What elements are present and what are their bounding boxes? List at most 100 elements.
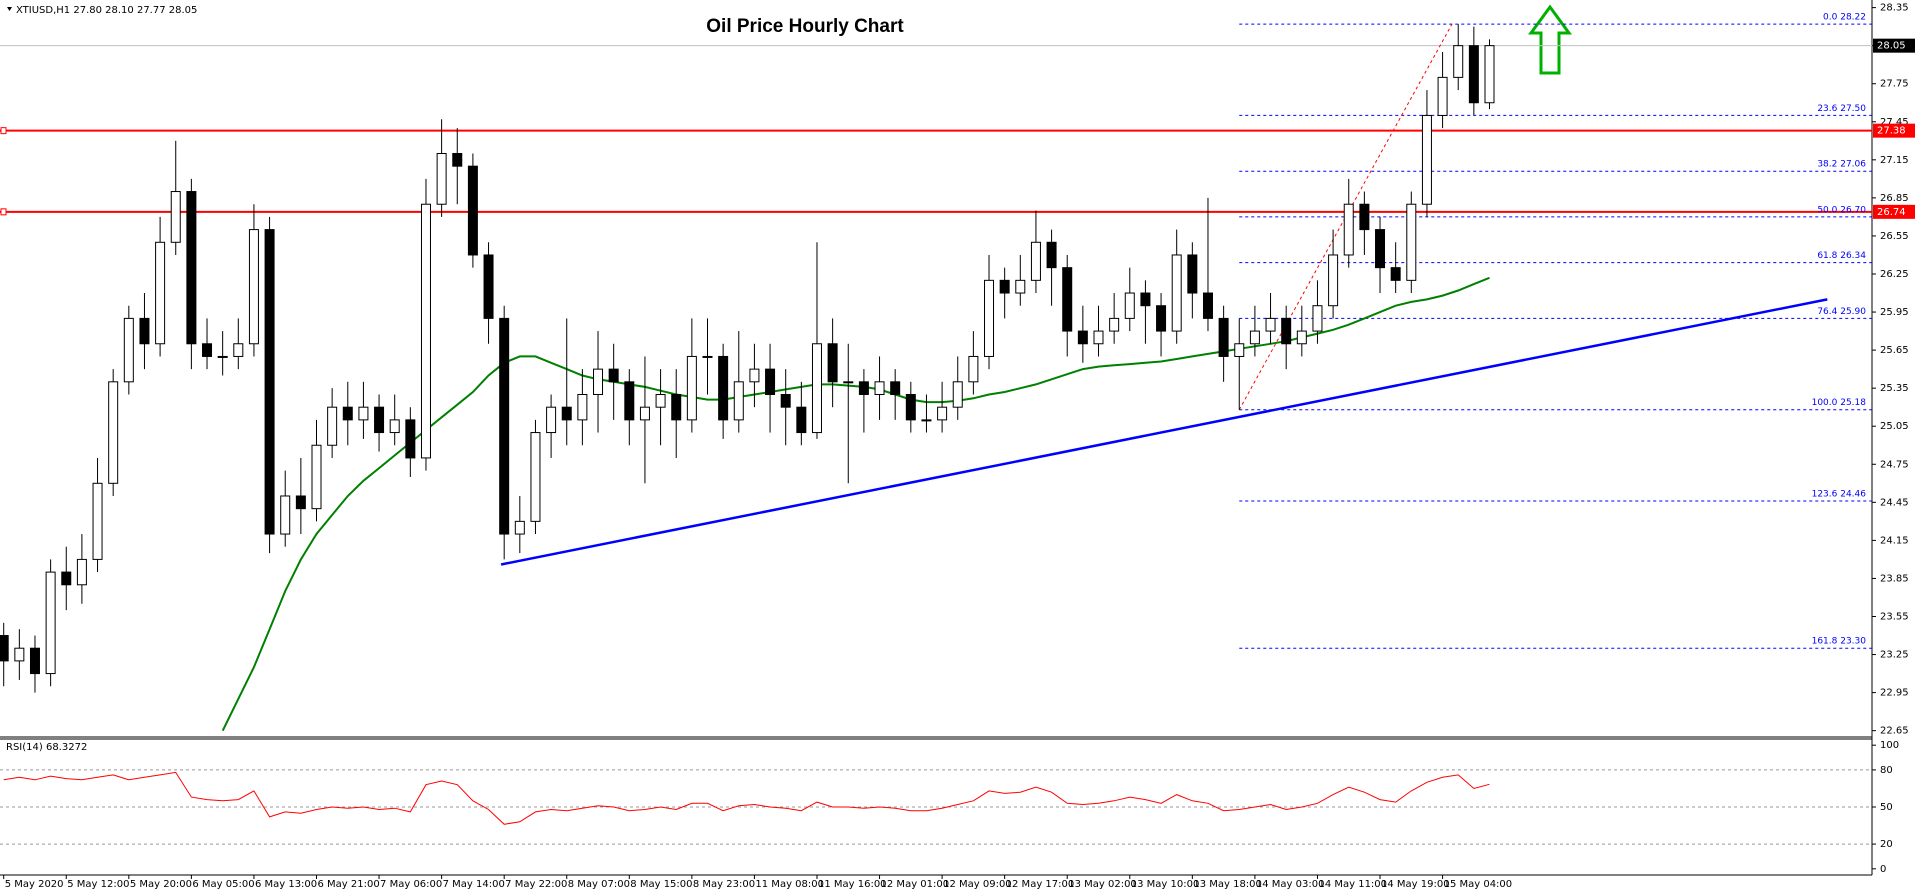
candle-body [499, 317, 510, 535]
x-tick-label: 11 May 16:00 [818, 879, 887, 890]
candle-body [952, 381, 963, 408]
fib-label: 0.0 28.22 [1823, 13, 1866, 23]
candle-body [921, 419, 932, 422]
level-price-box [1873, 204, 1915, 219]
x-tick-label: 6 May 13:00 [255, 879, 317, 890]
candle-body [202, 343, 213, 357]
candle-body [1218, 317, 1229, 357]
candle-body [1484, 45, 1495, 104]
candle-body [874, 381, 885, 396]
moving-average [221, 276, 1490, 732]
candle-body [608, 368, 619, 383]
candle-body [139, 317, 150, 345]
fib-label: 61.8 26.34 [1817, 251, 1866, 261]
x-tick-label: 15 May 04:00 [1444, 879, 1513, 890]
candle-body [1359, 203, 1370, 231]
candle-body [14, 647, 25, 662]
level-marker [0, 208, 7, 216]
y-tick-label: 25.65 [1880, 345, 1909, 356]
x-tick-label: 5 May 12:00 [67, 879, 129, 890]
candle-body [999, 279, 1010, 294]
x-tick-label: 12 May 17:00 [1006, 879, 1075, 890]
fib-label: 123.6 24.46 [1812, 490, 1867, 500]
candle-body [405, 419, 416, 459]
candle-body [780, 394, 791, 408]
candle-body [733, 381, 744, 421]
candle-body [1156, 305, 1167, 332]
candle-body [1046, 241, 1057, 269]
y-tick-label: 27.15 [1880, 155, 1909, 166]
candle-body [1249, 330, 1260, 345]
x-tick-label: 12 May 09:00 [943, 879, 1012, 890]
candle-body [61, 571, 72, 586]
candle-body [1140, 292, 1151, 307]
candle-body [155, 241, 166, 345]
candle-body [765, 368, 776, 396]
level-marker [0, 127, 7, 135]
x-tick-label: 6 May 05:00 [192, 879, 254, 890]
candle-body [483, 254, 494, 319]
candle-body [1468, 45, 1479, 104]
x-tick-label: 5 May 2020 [5, 879, 64, 890]
x-tick-label: 14 May 19:00 [1381, 879, 1450, 890]
candle-body [1375, 229, 1386, 269]
y-tick-label: 23.85 [1880, 573, 1909, 584]
candle-body [1015, 279, 1026, 294]
x-tick-label: 11 May 08:00 [755, 879, 824, 890]
candle-body [514, 520, 525, 535]
candle-body [796, 406, 807, 434]
candle-body [248, 229, 259, 345]
candle-body [233, 343, 244, 357]
candle-body [1421, 114, 1432, 205]
candle-body [1109, 317, 1120, 332]
x-tick-label: 5 May 20:00 [130, 879, 192, 890]
candle-body [1093, 330, 1104, 345]
candle-body [264, 229, 275, 535]
x-tick-label: 13 May 02:00 [1068, 879, 1137, 890]
candle-body [295, 495, 306, 510]
candle-body [280, 495, 291, 535]
fib-base-line [1238, 23, 1453, 410]
x-tick-label: 8 May 07:00 [568, 879, 630, 890]
candle-body [546, 406, 557, 434]
y-tick-label: 22.65 [1880, 726, 1909, 737]
trendline [500, 298, 1828, 566]
candle-body [186, 191, 197, 345]
x-tick-label: 14 May 03:00 [1256, 879, 1325, 890]
candle-body [811, 343, 822, 434]
y-tick-label: 27.45 [1880, 117, 1909, 128]
y-tick-label: 28.35 [1880, 3, 1909, 14]
candle-body [671, 394, 682, 421]
candle-body [1187, 254, 1198, 294]
fib-label: 38.2 27.06 [1817, 160, 1866, 170]
x-tick-label: 12 May 01:00 [881, 879, 950, 890]
rsi-tick-label: 50 [1880, 802, 1893, 813]
y-tick-label: 24.15 [1880, 535, 1909, 546]
rsi-tick-label: 80 [1880, 765, 1893, 776]
candle-body [686, 355, 697, 421]
x-tick-label: 8 May 23:00 [693, 879, 755, 890]
rsi-tick-label: 0 [1880, 864, 1886, 875]
rsi-label: RSI(14) 68.3272 [6, 742, 87, 753]
candle-body [937, 406, 948, 421]
fib-label: 23.6 27.50 [1817, 104, 1866, 114]
y-tick-label: 25.35 [1880, 383, 1909, 394]
candle-body [530, 432, 541, 522]
candle-body [1030, 241, 1041, 281]
fib-label: 76.4 25.90 [1817, 307, 1866, 317]
candle-body [1234, 343, 1245, 357]
candle-body [1390, 267, 1401, 281]
x-tick-label: 13 May 10:00 [1131, 879, 1200, 890]
x-tick-label: 7 May 06:00 [380, 879, 442, 890]
level-price-label: 26.74 [1877, 207, 1906, 218]
fib-label: 100.0 25.18 [1812, 398, 1867, 408]
x-tick-label: 13 May 18:00 [1193, 879, 1262, 890]
candle-body [0, 635, 9, 662]
candle-body [1328, 254, 1339, 307]
x-tick-label: 14 May 11:00 [1318, 879, 1387, 890]
candle-body [123, 317, 134, 383]
candle-body [1437, 76, 1448, 116]
candle-body [639, 406, 650, 421]
